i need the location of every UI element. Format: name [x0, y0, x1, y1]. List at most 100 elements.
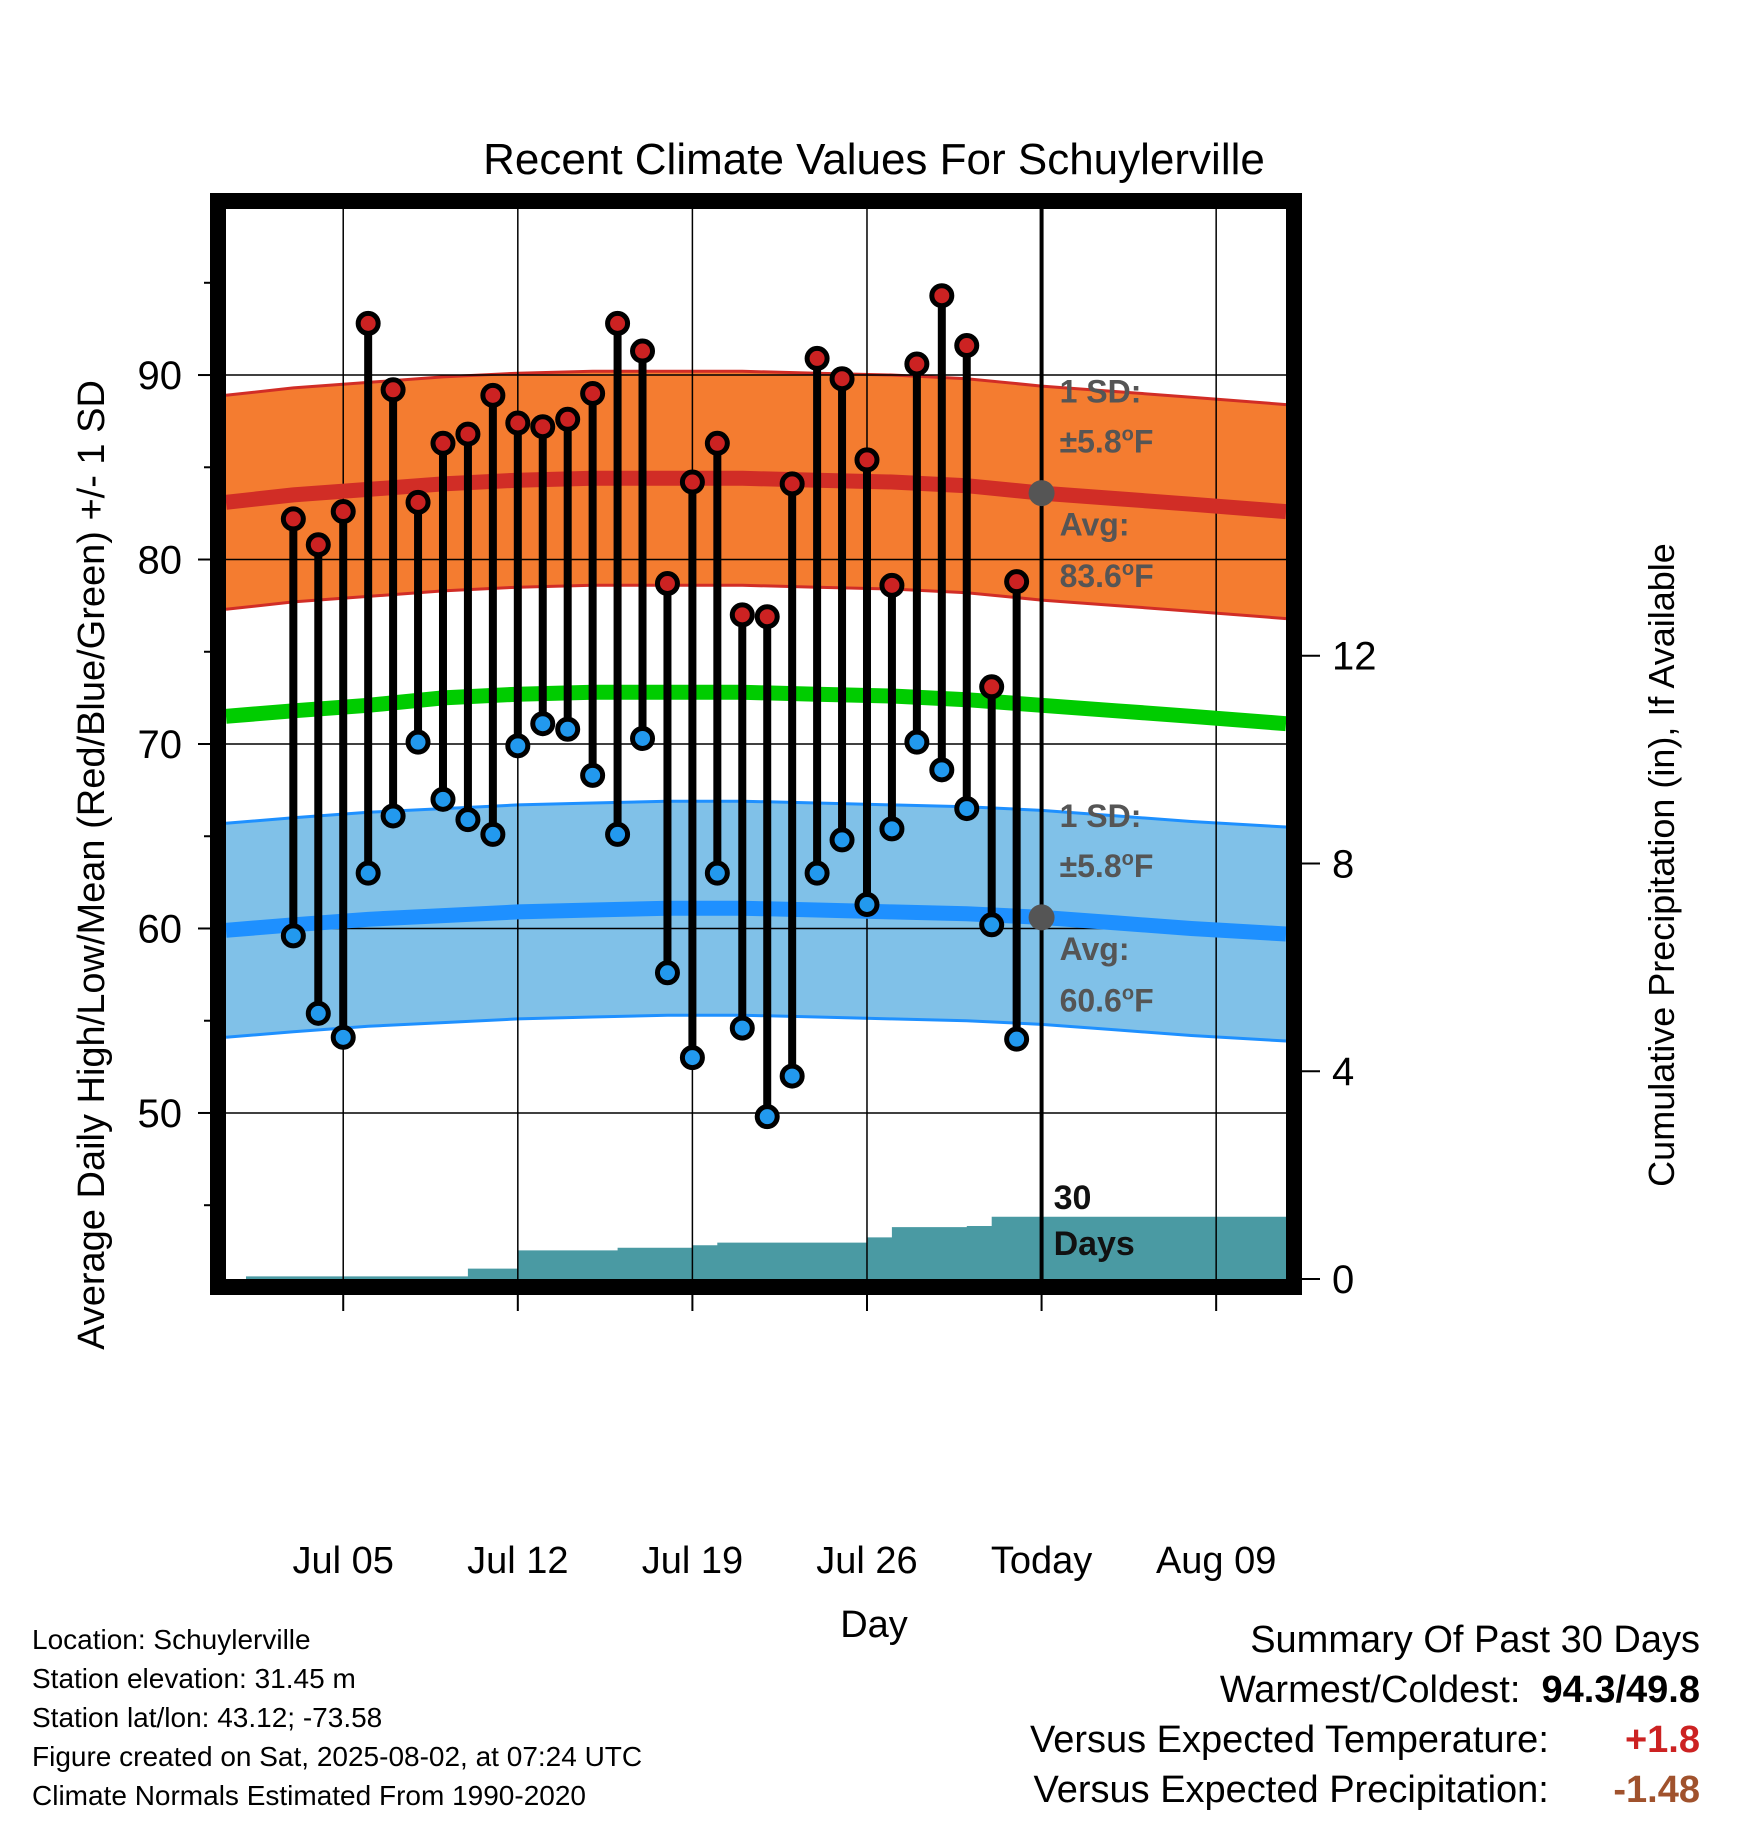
x-tick-label: Jul 19	[642, 1540, 743, 1582]
low-point	[1004, 1026, 1030, 1052]
temp-label: Versus Expected Temperature:	[1029, 1719, 1549, 1761]
plot-area: 1 SD: ±5.8oF Avg: 83.6oF 1 SD: ±5.8oF Avg: 60.6…	[138, 193, 1377, 1582]
low-sd-value: ±5.8oF	[1060, 848, 1154, 884]
chart-title: Recent Climate Values For Schuylerville	[483, 135, 1265, 184]
low-point	[904, 729, 930, 755]
temp-row: Versus Expected Temperature: +1.8	[1030, 1715, 1700, 1765]
precip-label: Versus Expected Precipitation:	[1033, 1769, 1549, 1811]
low-point	[330, 1024, 356, 1050]
created-text: Figure created on Sat, 2025-08-02, at 07…	[32, 1741, 643, 1772]
high-point	[904, 351, 930, 377]
low-point	[280, 923, 306, 949]
high-point	[779, 471, 805, 497]
high-point	[654, 571, 680, 596]
low-point	[305, 1000, 331, 1026]
precipitation-area	[226, 1216, 1286, 1279]
low-point	[929, 757, 955, 783]
x-tick-label: Today	[991, 1540, 1092, 1582]
high-point	[430, 430, 456, 456]
low-point	[530, 711, 556, 737]
high-point	[754, 604, 780, 630]
low-point	[555, 716, 581, 742]
station-info: Location: Schuylerville Station elevatio…	[32, 1620, 642, 1815]
high-point	[505, 410, 531, 436]
high-point	[305, 532, 331, 558]
low-point	[704, 860, 730, 886]
high-avg-value: 83.6oF	[1060, 558, 1154, 594]
low-point	[430, 786, 456, 812]
warm-cold-label: Warmest/Coldest:	[1219, 1669, 1521, 1711]
low-point	[879, 816, 905, 842]
high-point	[879, 572, 905, 598]
warm-cold-value: 94.3/49.8	[1541, 1669, 1700, 1711]
high-point	[729, 602, 755, 628]
low-point	[580, 762, 606, 788]
low-point	[480, 821, 506, 847]
high-point	[605, 310, 631, 336]
high-point	[979, 674, 1005, 700]
precip-row: Versus Expected Precipitation: -1.48	[1030, 1765, 1700, 1815]
x-tick-label: Jul 12	[467, 1540, 568, 1582]
low-point	[455, 807, 481, 833]
x-axis-label: Day	[840, 1604, 908, 1646]
y-right-tick-label: 8	[1332, 842, 1354, 886]
low-point	[405, 729, 431, 755]
y-right-tick-label: 0	[1332, 1258, 1354, 1302]
high-point	[954, 333, 980, 359]
y-axis-right-label: Cumulative Precipitation (in), If Availa…	[1641, 543, 1682, 1187]
low-sd-band	[226, 801, 1286, 1041]
plot-frame	[210, 193, 1302, 1295]
today-avg-high-dot	[1028, 480, 1055, 507]
low-point	[979, 912, 1005, 938]
warm-cold-row: Warmest/Coldest: 94.3/49.8	[1030, 1665, 1700, 1715]
high-point	[630, 338, 656, 364]
high-point	[679, 469, 705, 495]
high-point	[530, 414, 556, 440]
y-right-tick-label: 4	[1332, 1050, 1354, 1094]
low-point	[679, 1045, 705, 1071]
low-point	[605, 821, 631, 847]
latlon-text: Station lat/lon: 43.12; -73.58	[32, 1702, 383, 1733]
low-avg-value: 60.6oF	[1060, 983, 1154, 1019]
days-text-label: Days	[1054, 1225, 1135, 1263]
summary-panel: Summary Of Past 30 Days Warmest/Coldest:…	[1030, 1615, 1700, 1815]
high-point	[854, 447, 880, 473]
y-axis-left-label: Average Daily High/Low/Mean (Red/Blue/Gr…	[71, 380, 113, 1350]
high-point	[455, 421, 481, 447]
high-point	[580, 380, 606, 406]
low-point	[630, 725, 656, 751]
y-left-tick-label: 50	[138, 1092, 183, 1136]
low-point	[729, 1015, 755, 1041]
location-text: Location: Schuylerville	[32, 1624, 311, 1655]
high-avg-label: Avg:	[1060, 507, 1130, 543]
temp-value: +1.8	[1624, 1719, 1700, 1761]
high-sd-label: 1 SD:	[1060, 374, 1142, 410]
low-avg-label: Avg:	[1060, 931, 1130, 967]
high-point	[405, 489, 431, 515]
high-sd-value: ±5.8oF	[1060, 424, 1154, 460]
low-point	[505, 733, 531, 759]
x-tick-label: Aug 09	[1156, 1540, 1276, 1582]
high-point	[480, 382, 506, 408]
high-point	[704, 430, 730, 456]
days-count-label: 30	[1054, 1179, 1092, 1217]
x-tick-label: Jul 05	[293, 1540, 394, 1582]
y-left-tick-label: 90	[138, 354, 183, 398]
high-point	[929, 283, 955, 309]
avg-mean-line	[225, 684, 1287, 732]
high-point	[355, 310, 381, 336]
low-point	[779, 1063, 805, 1089]
low-point	[654, 960, 680, 986]
y-left-tick-label: 80	[138, 539, 183, 583]
low-point	[854, 892, 880, 917]
low-sd-label: 1 SD:	[1060, 798, 1142, 834]
high-point	[280, 506, 306, 532]
y-right-tick-label: 12	[1332, 635, 1377, 679]
high-point	[330, 499, 356, 525]
summary-title: Summary Of Past 30 Days	[1250, 1619, 1700, 1661]
today-avg-low-dot	[1028, 904, 1055, 931]
low-point	[829, 827, 855, 853]
elevation-text: Station elevation: 31.45 m	[32, 1663, 356, 1694]
low-point	[954, 796, 980, 822]
